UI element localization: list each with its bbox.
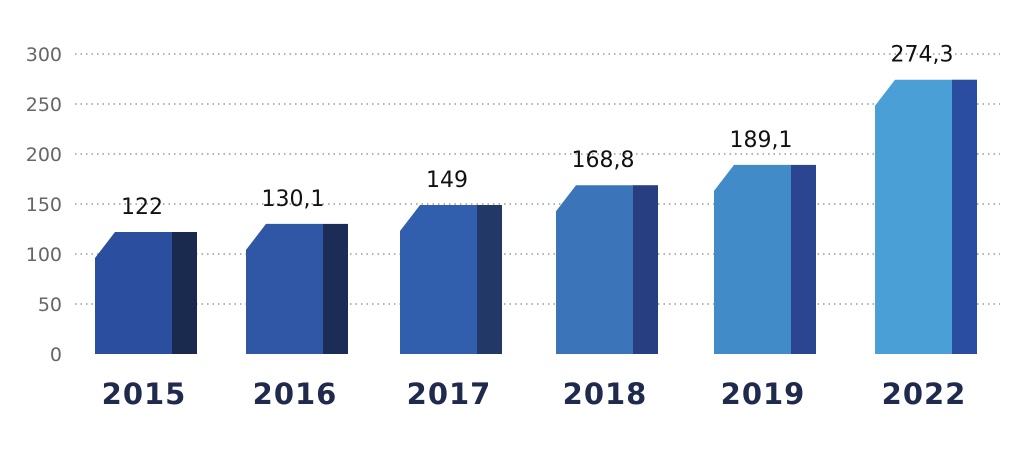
bar-front-face (714, 164, 791, 354)
bar-2018 (556, 185, 658, 354)
bar-side-face (633, 185, 658, 354)
bar-front-face (246, 223, 323, 354)
data-label: 274,3 (891, 43, 954, 68)
x-tick-label: 2019 (721, 377, 806, 411)
data-label: 168,8 (572, 148, 635, 173)
x-tick-label: 2022 (882, 377, 967, 411)
bar-front-face (400, 205, 477, 354)
x-axis-ticks: 2015 2016 2017 2018 2019 2022 (102, 377, 967, 411)
bar-side-face (952, 79, 977, 354)
x-tick-label: 2017 (407, 377, 492, 411)
bar-2019 (714, 164, 816, 354)
bar-2015 (95, 232, 197, 354)
x-tick-label: 2018 (563, 377, 648, 411)
bar-front-face (556, 185, 633, 354)
y-tick-label: 150 (26, 194, 62, 216)
y-tick-label: 300 (26, 44, 62, 66)
bar-2017 (400, 205, 502, 354)
y-tick-label: 0 (50, 344, 62, 366)
bar-2016 (246, 223, 348, 354)
y-tick-label: 250 (26, 94, 62, 116)
bar-front-face (875, 79, 952, 354)
y-tick-label: 100 (26, 244, 62, 266)
gridlines (75, 53, 1000, 305)
y-axis-ticks: 0 50 100 150 200 250 300 (26, 44, 62, 366)
data-label: 149 (426, 168, 468, 193)
bar-side-face (172, 232, 197, 354)
y-tick-label: 50 (38, 294, 62, 316)
bar-side-face (323, 223, 348, 354)
bar-side-face (791, 164, 816, 354)
data-label: 122 (121, 195, 163, 220)
y-tick-label: 200 (26, 144, 62, 166)
data-label: 189,1 (730, 128, 793, 153)
bar-2022 (875, 79, 977, 354)
x-tick-label: 2015 (102, 377, 187, 411)
bar-front-face (95, 232, 172, 354)
data-label: 130,1 (262, 187, 325, 212)
bars (95, 79, 977, 354)
data-labels: 122 130,1 149 168,8 189,1 274,3 (121, 43, 953, 220)
x-tick-label: 2016 (253, 377, 338, 411)
bar-side-face (477, 205, 502, 354)
